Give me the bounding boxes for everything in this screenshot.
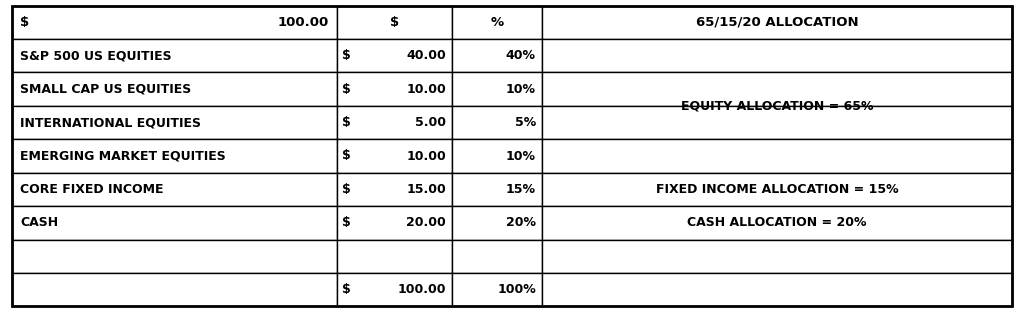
Bar xyxy=(542,139,1012,173)
Bar xyxy=(542,173,1012,206)
Text: 5.00: 5.00 xyxy=(415,116,445,129)
Bar xyxy=(12,173,337,206)
Bar xyxy=(337,139,452,173)
Bar xyxy=(452,240,542,273)
Text: 10.00: 10.00 xyxy=(407,83,445,96)
Text: 10%: 10% xyxy=(506,83,536,96)
Bar xyxy=(337,106,452,139)
Text: 40.00: 40.00 xyxy=(407,49,445,62)
Text: 100.00: 100.00 xyxy=(397,283,445,296)
Text: 65/15/20 ALLOCATION: 65/15/20 ALLOCATION xyxy=(695,16,858,29)
Bar xyxy=(12,39,337,72)
Bar xyxy=(337,173,452,206)
Text: EQUITY ALLOCATION = 65%: EQUITY ALLOCATION = 65% xyxy=(681,100,873,112)
Bar xyxy=(452,72,542,106)
Text: CORE FIXED INCOME: CORE FIXED INCOME xyxy=(20,183,164,196)
Bar xyxy=(337,240,452,273)
Bar xyxy=(452,139,542,173)
Text: INTERNATIONAL EQUITIES: INTERNATIONAL EQUITIES xyxy=(20,116,202,129)
Text: $: $ xyxy=(342,216,351,229)
Bar xyxy=(452,273,542,306)
Text: 40%: 40% xyxy=(506,49,536,62)
Text: 100.00: 100.00 xyxy=(278,16,329,29)
Text: 5%: 5% xyxy=(515,116,536,129)
Bar xyxy=(12,273,337,306)
Bar xyxy=(337,206,452,240)
Bar xyxy=(452,173,542,206)
Text: SMALL CAP US EQUITIES: SMALL CAP US EQUITIES xyxy=(20,83,191,96)
Text: $: $ xyxy=(342,83,351,96)
Text: 15.00: 15.00 xyxy=(407,183,445,196)
Bar xyxy=(452,206,542,240)
Text: %: % xyxy=(490,16,504,29)
Bar xyxy=(542,72,1012,106)
Bar xyxy=(12,139,337,173)
Bar xyxy=(542,6,1012,39)
Text: 10.00: 10.00 xyxy=(407,149,445,163)
Text: 10%: 10% xyxy=(506,149,536,163)
Bar xyxy=(12,72,337,106)
Text: $: $ xyxy=(342,49,351,62)
Text: $: $ xyxy=(20,16,30,29)
Bar xyxy=(337,273,452,306)
Bar xyxy=(542,240,1012,273)
Bar xyxy=(337,39,452,72)
Bar xyxy=(12,206,337,240)
Text: S&P 500 US EQUITIES: S&P 500 US EQUITIES xyxy=(20,49,172,62)
Bar xyxy=(12,6,337,39)
Text: $: $ xyxy=(342,116,351,129)
Bar xyxy=(542,39,1012,72)
Bar xyxy=(542,206,1012,240)
Text: $: $ xyxy=(342,183,351,196)
Bar xyxy=(542,106,1012,139)
Bar xyxy=(542,273,1012,306)
Bar xyxy=(337,72,452,106)
Bar xyxy=(452,39,542,72)
Text: CASH ALLOCATION = 20%: CASH ALLOCATION = 20% xyxy=(687,216,866,229)
Bar xyxy=(337,6,452,39)
Bar xyxy=(12,240,337,273)
Text: 15%: 15% xyxy=(506,183,536,196)
Text: $: $ xyxy=(390,16,399,29)
Bar xyxy=(12,106,337,139)
Bar xyxy=(452,6,542,39)
Text: 100%: 100% xyxy=(497,283,536,296)
Text: $: $ xyxy=(342,149,351,163)
Text: 20%: 20% xyxy=(506,216,536,229)
Text: FIXED INCOME ALLOCATION = 15%: FIXED INCOME ALLOCATION = 15% xyxy=(655,183,898,196)
Text: EMERGING MARKET EQUITIES: EMERGING MARKET EQUITIES xyxy=(20,149,226,163)
Bar xyxy=(452,106,542,139)
Text: CASH: CASH xyxy=(20,216,58,229)
Text: 20.00: 20.00 xyxy=(407,216,445,229)
Text: $: $ xyxy=(342,283,351,296)
